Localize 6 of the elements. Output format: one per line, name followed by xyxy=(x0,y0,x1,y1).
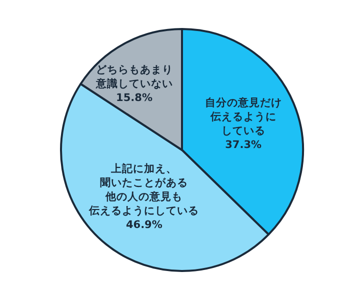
slice-label: 上記に加え、聞いたことがある他の人の意見も伝えるようにしている xyxy=(88,162,200,217)
data-label: 37.3% xyxy=(225,138,262,151)
slice-label: 自分の意見だけ伝えるようにしている xyxy=(204,96,282,137)
data-label: 46.9% xyxy=(126,218,163,231)
slice-label: どちらもあまり意識していない xyxy=(94,64,173,90)
data-label: 15.8% xyxy=(116,92,153,104)
